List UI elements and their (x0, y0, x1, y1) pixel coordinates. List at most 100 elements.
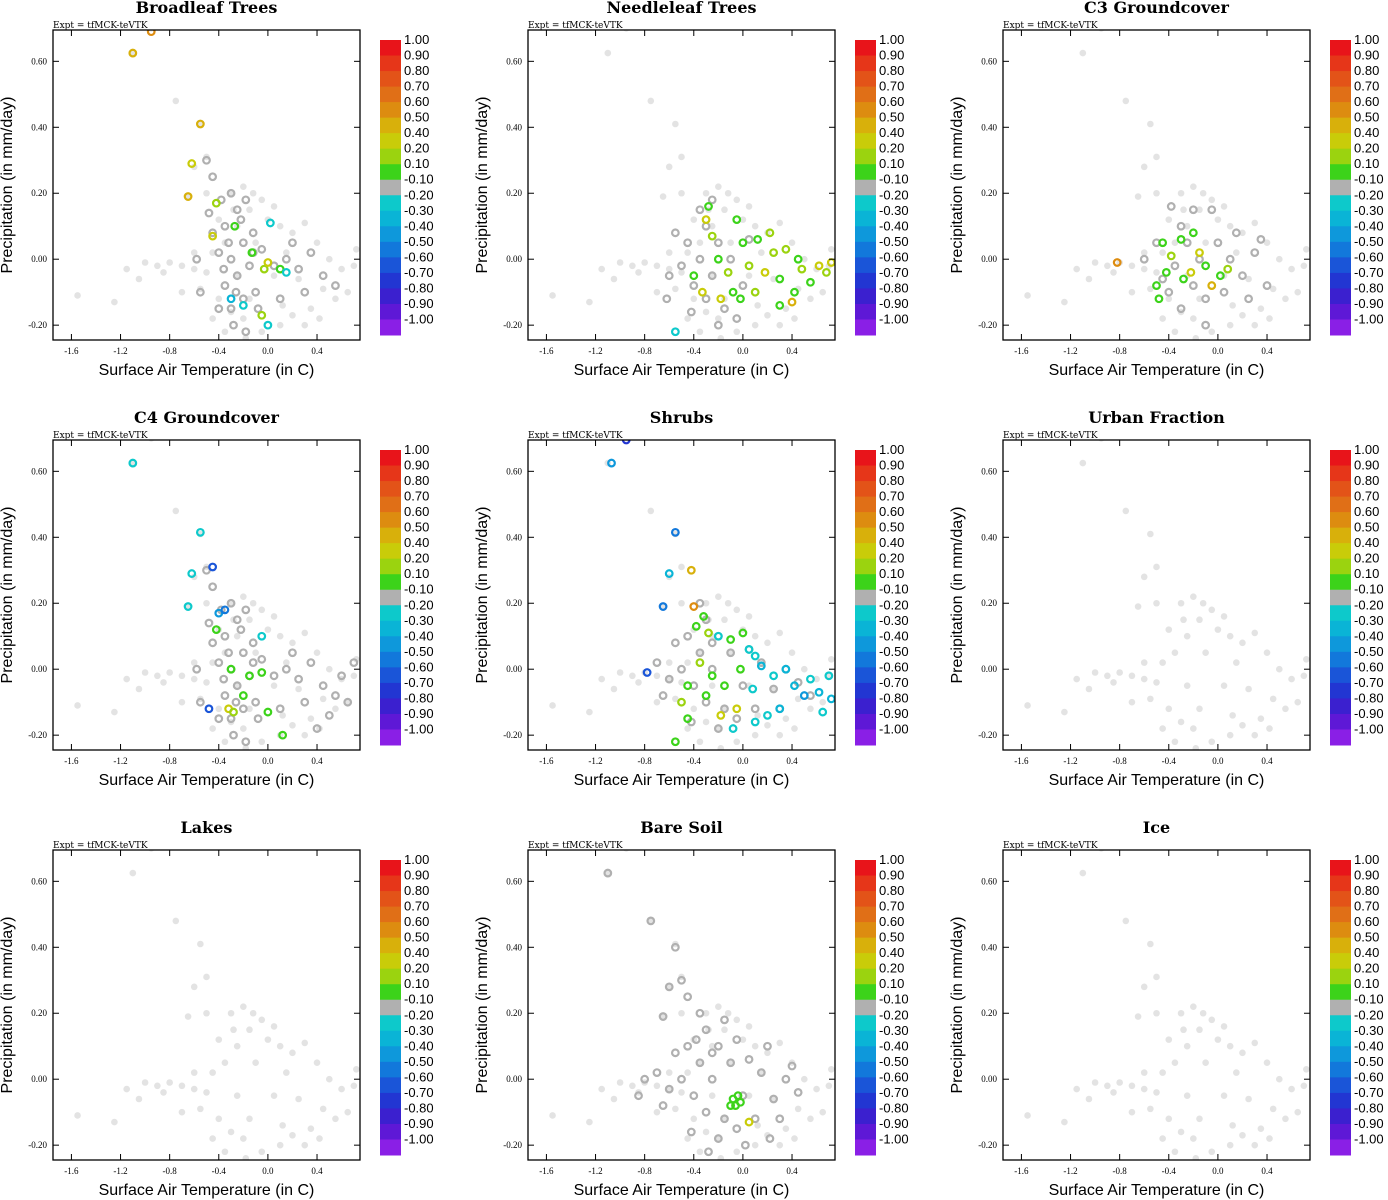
colorbar-label: -0.60 (404, 659, 434, 674)
background-point (1226, 1141, 1234, 1149)
colorbar-label: -0.10 (1354, 172, 1384, 187)
data-point (658, 602, 668, 611)
colorbar-label: 0.70 (1354, 79, 1379, 94)
data-point (744, 645, 754, 654)
background-point (721, 206, 728, 214)
x-axis-title: Surface Air Temperature (in C) (99, 1182, 315, 1199)
background-point (1134, 603, 1142, 610)
colorbar-label: 0.40 (1354, 535, 1379, 550)
background-point (1214, 626, 1222, 633)
colorbar-swatch (1330, 527, 1351, 544)
y-tick-label: -0.20 (978, 320, 997, 330)
grey-point (787, 1061, 797, 1071)
background-point (745, 203, 753, 210)
x-tick-label: -0.4 (212, 756, 227, 766)
data-point (670, 527, 680, 537)
background-point (1245, 1095, 1252, 1103)
colorbar-label: -0.60 (404, 249, 434, 264)
grey-point (238, 648, 248, 658)
background-point (276, 1141, 284, 1149)
x-tick-label: 0.4 (786, 1166, 798, 1176)
background-point (1220, 1023, 1228, 1030)
background-point (209, 1069, 216, 1076)
colorbar-label: 0.40 (879, 125, 904, 140)
colorbar-label: 1.00 (404, 852, 429, 867)
y-tick-label: 0.60 (506, 466, 522, 476)
colorbar-swatch (380, 589, 401, 606)
data-point (263, 258, 273, 267)
background-point (221, 1148, 229, 1156)
grey-point (253, 714, 263, 724)
colorbar-label: -0.70 (404, 1085, 434, 1100)
background-point (549, 292, 556, 299)
grey-point (281, 664, 291, 674)
background-point (1171, 738, 1179, 746)
x-tick-label: -0.8 (163, 756, 178, 766)
colorbar-swatch (1330, 40, 1351, 57)
background-point (258, 328, 266, 336)
background-point (1183, 1042, 1191, 1050)
points-layer (549, 30, 835, 340)
colorbar-swatch (1330, 195, 1351, 212)
colorbar-label: 0.80 (404, 473, 429, 488)
background-point (678, 269, 685, 276)
grey-point (695, 1058, 705, 1068)
data-point (211, 625, 221, 635)
background-point (610, 275, 618, 283)
background-point (1303, 1066, 1310, 1073)
colorbar-label: -0.20 (1354, 187, 1384, 202)
colorbar-swatch (1330, 682, 1351, 699)
background-point (1122, 97, 1130, 105)
background-point (828, 246, 835, 253)
colorbar-label: 0.40 (1354, 945, 1379, 960)
grey-point (253, 304, 263, 314)
x-tick-label: 0.4 (311, 1166, 323, 1176)
colorbar-swatch (1330, 1123, 1351, 1140)
grey-point (226, 188, 236, 198)
grey-point (337, 671, 346, 681)
grey-point (677, 664, 686, 674)
y-tick-label: -0.20 (28, 320, 47, 330)
background-point (1245, 685, 1252, 693)
plot-frame (52, 29, 361, 341)
background-point (353, 1066, 360, 1073)
background-point (672, 695, 679, 703)
grey-point (1139, 254, 1149, 264)
grey-point (195, 697, 205, 707)
plot-frame (1002, 29, 1311, 341)
colorbar-label: -0.90 (879, 1116, 909, 1131)
background-point (641, 259, 648, 266)
background-point (1079, 49, 1087, 57)
colorbar-label: 0.80 (1354, 883, 1379, 898)
y-tick-label: 0.20 (981, 1008, 997, 1018)
colorbar-label: -0.20 (404, 187, 434, 202)
background-point (221, 1059, 229, 1067)
y-tick-label: 0.00 (981, 664, 997, 674)
colorbar-swatch (380, 102, 401, 119)
colorbar-label: -0.60 (879, 249, 909, 264)
background-point (715, 593, 722, 600)
background-point (1177, 189, 1185, 197)
background-point (270, 272, 278, 279)
background-point (678, 563, 685, 571)
background-point (233, 1092, 241, 1099)
background-point (1091, 259, 1099, 266)
x-tick-label: 0.4 (311, 346, 323, 356)
panel-broadleaf-trees: Broadleaf Trees Expt = tfMCK-teVTK -1.6 -1.… (0, 0, 434, 379)
colorbar-swatch (855, 288, 876, 305)
background-point (1192, 1155, 1200, 1160)
background-point (1190, 1135, 1197, 1142)
background-point (1220, 613, 1228, 620)
background-point (350, 1082, 358, 1090)
background-point (178, 698, 186, 706)
grey-point (769, 684, 778, 694)
y-axis-title: Precipitation (in mm/day) (0, 507, 16, 684)
background-point (764, 1049, 771, 1057)
background-point (1251, 1141, 1259, 1149)
background-point (1098, 30, 1105, 32)
colorbar-label: 1.00 (404, 442, 429, 457)
colorbar-swatch (1330, 1061, 1351, 1078)
colorbar-label: 0.10 (879, 976, 904, 991)
colorbar-swatch (380, 117, 401, 134)
